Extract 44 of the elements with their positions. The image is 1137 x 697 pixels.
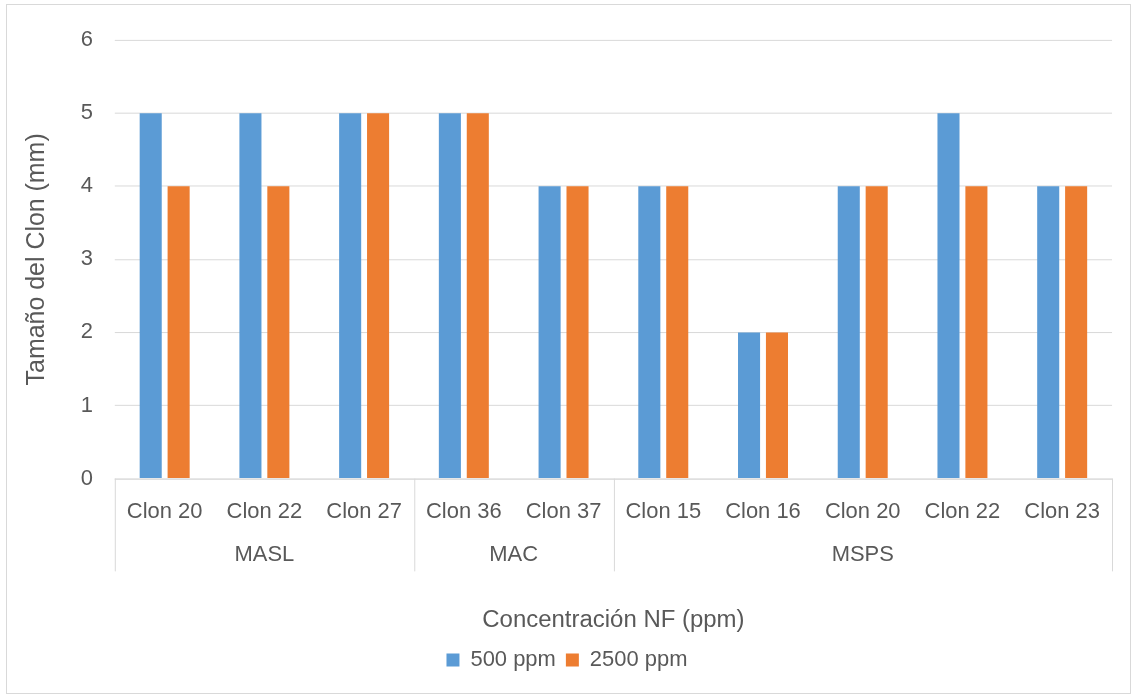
y-tick-label: 4 <box>80 172 93 198</box>
bar <box>139 113 162 479</box>
x-tick-label: Clon 15 <box>625 497 702 523</box>
bar <box>1037 186 1060 479</box>
x-tick-label: Clon 16 <box>725 497 801 523</box>
bar <box>738 332 761 479</box>
bar <box>666 186 689 479</box>
x-axis-title: Concentración NF (ppm) <box>482 605 745 633</box>
bar <box>339 113 362 479</box>
x-tick-label: Clon 20 <box>824 497 901 523</box>
y-tick-label: 5 <box>80 99 93 125</box>
bar <box>965 186 988 479</box>
x-tick-label: Clon 27 <box>326 497 402 523</box>
y-tick-label: 0 <box>80 464 93 490</box>
x-tick-label: Clon 20 <box>126 497 203 523</box>
legend-label: 2500 ppm <box>589 646 688 672</box>
y-tick-label: 3 <box>80 245 93 271</box>
bar <box>538 186 561 479</box>
bar <box>566 186 589 479</box>
bar <box>937 113 960 479</box>
bar <box>1065 186 1088 479</box>
x-tick-label: Clon 22 <box>226 497 303 523</box>
bar <box>865 186 888 479</box>
text: MSPS <box>831 541 894 567</box>
text: MASL <box>234 541 295 567</box>
bar <box>765 332 788 479</box>
bar <box>638 186 661 479</box>
y-tick-label: 2 <box>80 318 93 344</box>
x-tick-label: Clon 36 <box>426 497 502 523</box>
x-tick-label: Clon 23 <box>1024 497 1100 523</box>
y-tick-label: 6 <box>80 26 93 52</box>
x-tick-label: Clon 22 <box>924 497 1001 523</box>
bar <box>367 113 390 479</box>
bar <box>267 186 290 479</box>
bar <box>438 113 461 479</box>
bar <box>837 186 860 479</box>
y-axis-title: Tamaño del Clon (mm) <box>20 133 49 386</box>
x-tick-label: Clon 37 <box>525 497 602 523</box>
bar <box>466 113 489 479</box>
text: MAC <box>489 541 539 567</box>
y-tick-label: 1 <box>80 391 93 417</box>
bar <box>167 186 190 479</box>
legend-label: 500 ppm <box>470 646 556 672</box>
bar <box>239 113 262 479</box>
